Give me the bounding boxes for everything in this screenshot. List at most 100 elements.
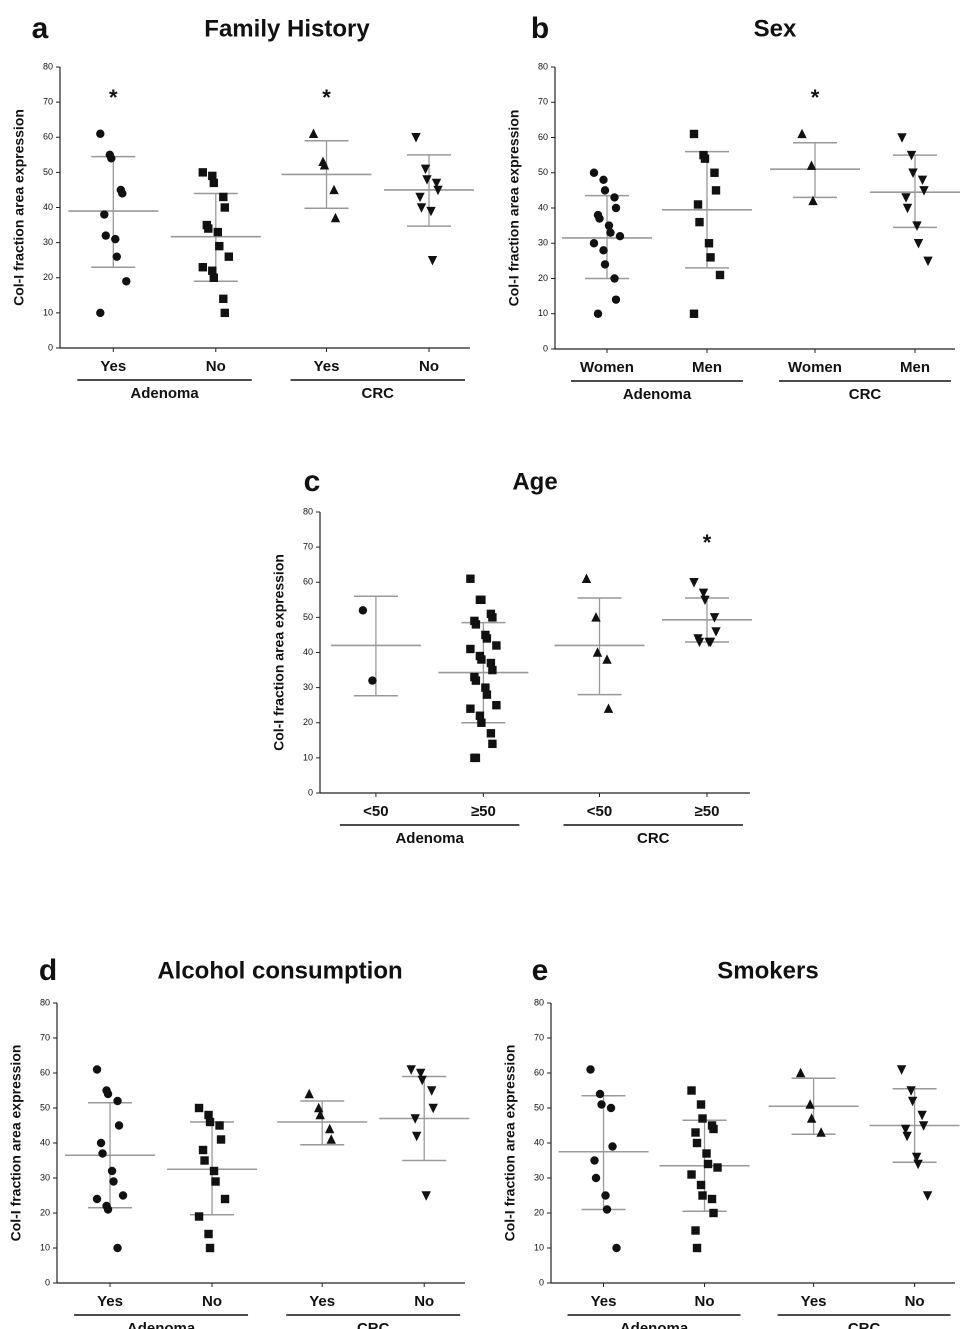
point xyxy=(595,214,604,223)
y-tick-label: 20 xyxy=(538,273,548,283)
point xyxy=(471,676,481,685)
y-tick-label: 50 xyxy=(43,167,53,177)
point xyxy=(698,1114,707,1123)
point xyxy=(208,266,217,275)
y-tick-label: 30 xyxy=(303,682,313,692)
point xyxy=(215,1121,224,1130)
point xyxy=(96,129,105,138)
point xyxy=(602,654,612,664)
y-tick-label: 0 xyxy=(308,787,313,797)
point xyxy=(700,154,710,163)
point xyxy=(477,595,486,605)
point xyxy=(922,1191,933,1201)
point xyxy=(597,1100,606,1109)
point xyxy=(205,1117,215,1127)
point xyxy=(224,252,233,261)
x-tick-label: No xyxy=(419,358,439,375)
point xyxy=(481,683,490,692)
x-tick-label: No xyxy=(695,1293,715,1310)
point xyxy=(475,711,485,720)
chart-title: Sex xyxy=(754,15,797,42)
point xyxy=(906,150,917,161)
point xyxy=(204,1229,213,1239)
point xyxy=(702,1149,711,1158)
point xyxy=(114,1121,124,1130)
x-tick-label: Yes xyxy=(801,1293,827,1310)
point xyxy=(406,1065,416,1075)
point xyxy=(897,133,907,143)
y-tick-label: 80 xyxy=(538,61,548,71)
y-tick-label: 60 xyxy=(303,577,313,587)
y-tick-label: 70 xyxy=(40,1032,50,1042)
y-tick-label: 70 xyxy=(43,97,53,107)
point xyxy=(696,1180,706,1190)
x-tick-label: Men xyxy=(692,359,722,376)
point xyxy=(433,185,443,196)
point xyxy=(111,234,120,244)
point xyxy=(816,1127,826,1137)
group-label: Adenoma xyxy=(130,385,199,402)
point xyxy=(610,274,619,283)
point xyxy=(471,753,481,763)
x-tick-label: Yes xyxy=(314,358,340,375)
point xyxy=(911,1152,922,1163)
y-tick-label: 40 xyxy=(43,202,53,212)
point xyxy=(691,1128,700,1137)
x-tick-label: Women xyxy=(580,359,634,376)
point xyxy=(330,212,341,223)
y-axis-label: Col-I fraction area expression xyxy=(11,109,27,306)
y-tick-label: 10 xyxy=(43,307,53,317)
point xyxy=(426,206,436,217)
point xyxy=(420,164,431,175)
y-tick-label: 80 xyxy=(534,997,544,1007)
point xyxy=(194,1103,204,1113)
y-tick-label: 0 xyxy=(48,342,53,352)
point xyxy=(466,574,475,583)
point xyxy=(902,1131,912,1142)
significance-mark: * xyxy=(322,85,331,110)
point xyxy=(590,1156,599,1165)
point xyxy=(412,1131,422,1142)
point xyxy=(805,1099,815,1109)
chart-title: Family History xyxy=(204,15,370,42)
y-tick-label: 80 xyxy=(40,997,50,1007)
y-tick-label: 80 xyxy=(303,506,313,516)
point xyxy=(610,193,619,202)
point xyxy=(122,277,131,286)
point xyxy=(591,1173,601,1183)
point xyxy=(923,256,933,267)
point xyxy=(913,239,924,249)
panel-letter: b xyxy=(531,12,549,45)
y-tick-label: 70 xyxy=(538,97,548,107)
point xyxy=(687,1086,696,1095)
point xyxy=(101,231,111,240)
y-tick-label: 50 xyxy=(534,1102,544,1112)
y-tick-label: 20 xyxy=(303,717,313,727)
point xyxy=(797,128,807,139)
significance-mark: * xyxy=(811,85,820,110)
point xyxy=(615,232,625,241)
x-tick-label: Yes xyxy=(97,1293,123,1310)
point xyxy=(595,1089,605,1099)
x-tick-label: No xyxy=(414,1293,434,1310)
group-label: CRC xyxy=(637,830,670,847)
point xyxy=(113,1096,122,1106)
point xyxy=(606,228,615,237)
point xyxy=(593,309,603,318)
y-tick-label: 30 xyxy=(538,238,548,248)
point xyxy=(215,241,224,251)
point xyxy=(304,1088,314,1099)
point xyxy=(713,1163,722,1172)
point xyxy=(410,1114,420,1124)
point xyxy=(612,1243,621,1253)
group-label: Adenoma xyxy=(623,386,692,403)
group-label: CRC xyxy=(362,385,395,402)
point xyxy=(220,1194,230,1204)
point xyxy=(103,1089,113,1099)
y-tick-label: 60 xyxy=(43,132,53,142)
point xyxy=(319,160,330,170)
point xyxy=(107,1166,117,1176)
x-tick-label: No xyxy=(905,1293,925,1310)
point xyxy=(901,193,911,203)
